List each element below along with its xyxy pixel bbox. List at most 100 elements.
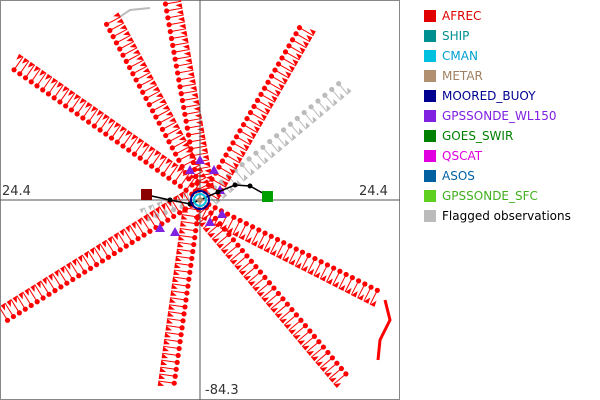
legend-item-flagged[interactable]: Flagged observations	[424, 206, 571, 226]
wind-barb	[145, 90, 161, 99]
legend-item-moored-buoy[interactable]: MOORED_BUOY	[424, 86, 536, 106]
wind-barb-flag	[67, 89, 75, 96]
wind-barb	[310, 346, 324, 358]
wind-barb-flag	[215, 192, 222, 200]
legend-item-qscat[interactable]: QSCAT	[424, 146, 482, 166]
wind-barb	[93, 112, 104, 127]
obs-point	[230, 237, 237, 243]
wind-barb-flag	[248, 281, 256, 287]
wind-barb	[295, 33, 311, 43]
flagged-arm-ne	[205, 81, 352, 205]
wind-barb	[169, 304, 186, 308]
obs-point	[172, 56, 178, 62]
wind-barb	[313, 261, 322, 277]
wind-barb	[288, 248, 297, 264]
wind-barb-flag	[50, 77, 58, 84]
obs-point	[174, 70, 181, 76]
obs-point	[141, 232, 147, 238]
wind-barb	[149, 96, 164, 106]
track-start-marker	[141, 189, 152, 200]
obs-point	[301, 109, 307, 116]
legend-item-gpssonde-wl150[interactable]: GPSSONDE_WL150	[424, 106, 556, 126]
wind-barb	[189, 138, 206, 143]
wind-barb	[53, 84, 64, 99]
obs-point	[266, 280, 273, 286]
wind-barb-flag	[253, 125, 260, 133]
wind-barb-flag	[246, 138, 253, 145]
obs-point	[302, 323, 309, 329]
wind-barb	[167, 318, 184, 322]
wind-barb-flag	[216, 243, 225, 249]
wind-barb-flag	[293, 334, 301, 340]
obs-point	[171, 380, 177, 386]
wind-barb	[117, 232, 127, 247]
wind-barb-flag	[142, 142, 150, 148]
obs-point	[177, 84, 183, 90]
wind-barb-flag	[239, 150, 246, 157]
obs-point	[85, 119, 92, 125]
wind-barb-flag	[66, 262, 71, 270]
wind-barb-flag	[274, 89, 281, 97]
gpssonde-marker	[155, 223, 165, 232]
moored-buoy-swatch-icon	[424, 90, 436, 102]
wind-barb	[4, 302, 14, 317]
legend-item-metar[interactable]: METAR	[424, 66, 483, 86]
legend-item-ship[interactable]: SHIP	[424, 26, 469, 46]
gpssonde-marker	[205, 217, 215, 226]
wind-barb-flag	[116, 18, 124, 23]
obs-point	[93, 262, 100, 268]
wind-barb-flag	[181, 214, 188, 220]
legend-item-gpssonde-sfc[interactable]: GPSSONDE_SFC	[424, 186, 538, 206]
wind-barb-flag	[252, 286, 261, 292]
obs-point	[225, 211, 231, 217]
obs-point	[293, 312, 300, 318]
obs-point	[22, 75, 29, 81]
obs-point	[173, 63, 179, 69]
obs-point	[334, 360, 340, 366]
afrec-arm-se	[193, 205, 349, 389]
wind-barb-flag	[62, 85, 70, 92]
wind-barb-flag	[234, 265, 243, 271]
obs-point	[133, 77, 139, 83]
obs-point	[281, 240, 287, 246]
obs-point	[126, 64, 133, 71]
obs-point	[169, 145, 175, 151]
wind-barb	[219, 213, 229, 229]
wind-barb	[123, 228, 133, 243]
obs-point	[307, 328, 313, 334]
wind-barb	[288, 45, 304, 55]
obs-point	[160, 171, 166, 177]
obs-point	[156, 120, 162, 126]
wind-barb	[234, 255, 248, 267]
wind-barb-plot[interactable]: 24.4 24.4 -84.3	[0, 0, 400, 400]
wind-barb	[146, 213, 157, 228]
obs-point	[187, 269, 193, 275]
wind-barb-flag	[158, 374, 166, 379]
wind-barb	[315, 352, 329, 364]
obs-point	[315, 98, 321, 104]
wind-barb-flag	[113, 232, 118, 241]
wind-barb-flag	[6, 299, 11, 307]
wind-barb-flag	[194, 178, 201, 185]
obs-point	[140, 89, 146, 95]
legend-item-asos[interactable]: ASOS	[424, 166, 475, 186]
wind-barb-flag	[165, 111, 174, 116]
wind-barb	[229, 250, 243, 262]
obs-point	[103, 131, 109, 137]
wind-barb-flag	[143, 213, 148, 222]
obs-point	[312, 255, 318, 262]
obs-point	[192, 235, 198, 241]
obs-point	[216, 164, 222, 170]
obs-point	[257, 269, 264, 275]
obs-point	[179, 325, 185, 331]
legend-item-afrec[interactable]: AFREC	[424, 6, 481, 26]
wind-barb-flag	[22, 57, 29, 64]
obs-point	[117, 247, 123, 253]
wind-barb-flag	[159, 154, 167, 161]
wind-barb	[167, 14, 184, 19]
wind-barb-flag	[179, 228, 186, 234]
legend-item-cman[interactable]: CMAN	[424, 46, 478, 66]
legend-item-goes-swir[interactable]: GOES_SWIR	[424, 126, 513, 146]
obs-point	[176, 157, 182, 163]
wind-barb	[126, 53, 141, 62]
